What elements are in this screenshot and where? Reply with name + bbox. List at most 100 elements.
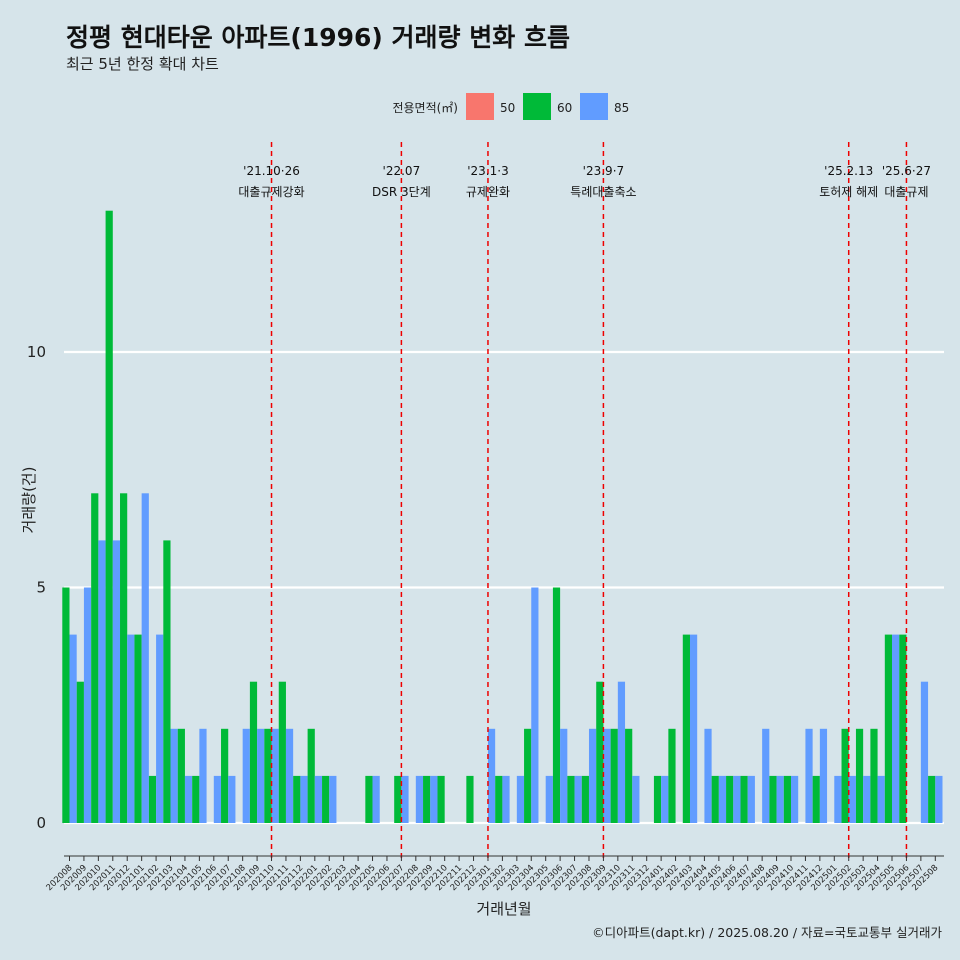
- y-tick-label: 10: [27, 343, 46, 361]
- y-axis-title: 거래량(건): [20, 467, 38, 534]
- bar-60: [567, 775, 575, 823]
- bar-60: [394, 775, 402, 823]
- bar-60: [307, 728, 315, 823]
- bar-60: [884, 634, 893, 823]
- bar-60: [134, 634, 142, 823]
- bar-85: [661, 775, 669, 823]
- bar-85: [487, 728, 496, 823]
- bar-60: [596, 681, 604, 823]
- bar-60: [610, 728, 618, 823]
- bar-85: [863, 775, 871, 823]
- bar-85: [242, 728, 250, 823]
- chart-subtitle: 최근 5년 한정 확대 차트: [66, 55, 219, 73]
- bar-60: [870, 728, 878, 823]
- bar-85: [588, 728, 597, 823]
- bar-85: [372, 775, 380, 823]
- bar-60: [668, 728, 676, 823]
- bar-85: [718, 775, 727, 823]
- bar-60: [437, 775, 445, 823]
- bar-60: [91, 493, 99, 823]
- bar-60: [365, 775, 373, 823]
- bar-60: [841, 728, 849, 823]
- bar-85: [401, 775, 409, 823]
- x-axis-title: 거래년월: [476, 900, 531, 918]
- bar-60: [423, 775, 431, 823]
- legend-label: 60: [557, 101, 572, 115]
- bar-85: [502, 775, 510, 823]
- bar-85: [184, 775, 193, 823]
- event-date-label: '23.9·7: [583, 164, 624, 178]
- bar-85: [819, 728, 828, 823]
- bar-85: [617, 681, 626, 823]
- bar-85: [892, 634, 900, 823]
- bar-85: [704, 728, 712, 823]
- legend-swatch-60: [523, 93, 551, 120]
- y-tick-label: 0: [36, 814, 46, 832]
- bar-85: [574, 775, 582, 823]
- legend-label: 85: [614, 101, 629, 115]
- bar-60: [552, 587, 561, 823]
- bar-60: [120, 493, 128, 823]
- legend-swatch-50: [466, 93, 494, 120]
- bar-85: [776, 775, 784, 823]
- bar-60: [76, 681, 84, 823]
- event-date-label: '21.10·26: [243, 164, 300, 178]
- bar-85: [98, 540, 106, 823]
- bar-85: [69, 634, 77, 823]
- bar-85: [199, 728, 207, 823]
- bar-85: [560, 728, 568, 823]
- bar-60: [581, 775, 589, 823]
- bar-85: [112, 540, 120, 823]
- event-label: 특례대출축소: [570, 185, 636, 199]
- event-label: 규제완화: [466, 185, 510, 199]
- bar-60: [740, 775, 748, 823]
- bar-85: [848, 775, 856, 823]
- bar-85: [545, 775, 553, 823]
- bar-60: [769, 775, 777, 823]
- event-date-label: '25.6·27: [882, 164, 931, 178]
- bar-60: [928, 775, 936, 823]
- bar-85: [877, 775, 885, 823]
- event-date-label: '22.07: [383, 164, 421, 178]
- bar-85: [170, 728, 178, 823]
- bar-85: [83, 587, 92, 823]
- bar-60: [899, 634, 907, 823]
- bar-60: [62, 587, 70, 823]
- event-label: 대출규제: [884, 185, 928, 199]
- bar-60: [148, 775, 157, 823]
- bar-60: [711, 775, 719, 823]
- bar-85: [762, 728, 770, 823]
- bar-60: [524, 728, 532, 823]
- bar-60: [249, 681, 258, 823]
- bar-60: [163, 540, 171, 823]
- bar-60: [278, 681, 286, 823]
- source-caption: ©디아파트(dapt.kr) / 2025.08.20 / 자료=국토교통부 실…: [592, 925, 942, 940]
- bar-85: [329, 775, 337, 823]
- event-date-label: '25.2.13: [824, 164, 873, 178]
- event-label: 토허제 해제: [819, 185, 878, 199]
- bar-85: [156, 634, 164, 823]
- bar-85: [632, 775, 640, 823]
- bar-60: [783, 775, 791, 823]
- bar-85: [603, 728, 611, 823]
- legend-swatch-85: [580, 93, 608, 120]
- bar-85: [314, 775, 323, 823]
- bar-60: [192, 775, 200, 823]
- bar-85: [285, 728, 294, 823]
- bar-85: [834, 775, 842, 823]
- bar-60: [264, 728, 272, 823]
- bar-85: [141, 493, 149, 823]
- bar-60: [495, 775, 503, 823]
- bar-60: [105, 210, 113, 823]
- bar-85: [791, 775, 799, 823]
- bar-60: [221, 728, 229, 823]
- y-tick-label: 5: [36, 579, 46, 597]
- bar-85: [430, 775, 438, 823]
- event-label: 대출규제강화: [238, 185, 304, 199]
- bar-85: [300, 775, 308, 823]
- bar-85: [271, 728, 279, 823]
- bar-60: [726, 775, 734, 823]
- bar-85: [213, 775, 221, 823]
- bar-85: [531, 587, 539, 823]
